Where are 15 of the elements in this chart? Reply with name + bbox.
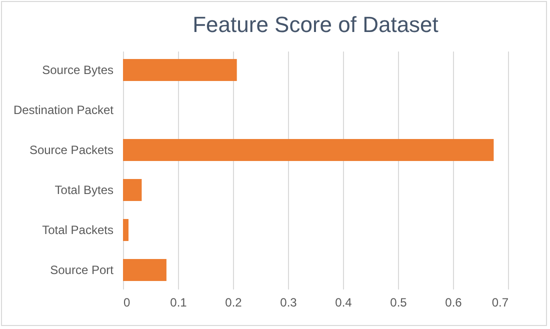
y-tick-label: Source Packets [29, 143, 114, 157]
x-tick-label: 0.3 [280, 296, 298, 310]
y-tick-label: Source Port [50, 263, 114, 277]
x-tick-label: 0.6 [445, 296, 462, 310]
x-tick-label: 0.5 [390, 296, 408, 310]
chart-title: Feature Score of Dataset [192, 12, 438, 37]
y-tick-label: Source Bytes [42, 63, 114, 77]
y-tick-label: Destination Packet [13, 103, 114, 117]
y-tick-label: Total Bytes [54, 183, 114, 197]
x-tick-label: 0.4 [335, 296, 352, 310]
x-tick-label: 0.2 [225, 296, 242, 310]
y-tick-label: Total Packets [42, 223, 114, 237]
x-tick-label: 0 [124, 296, 130, 310]
x-tick-label: 0.7 [492, 296, 509, 310]
x-tick-label: 0.1 [170, 296, 188, 310]
